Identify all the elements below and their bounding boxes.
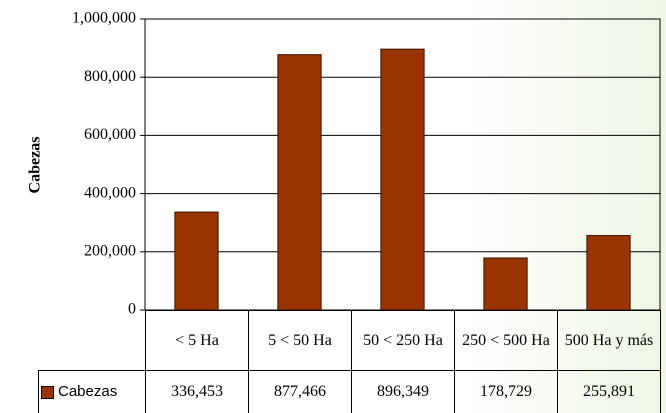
y-tick-label: 0 (128, 301, 136, 318)
category-cell: 5 < 50 Ha (248, 310, 352, 371)
value-cell: 896,349 (351, 370, 455, 413)
category-cell: 250 < 500 Ha (454, 310, 558, 371)
bar (174, 211, 219, 311)
y-tick-label: 800,000 (84, 68, 136, 85)
value-cell: 336,453 (145, 370, 249, 413)
bar (277, 54, 322, 311)
legend-key (41, 385, 54, 399)
value-cell: 178,729 (454, 370, 558, 413)
y-tick-label: 200,000 (84, 242, 136, 259)
y-tick-label: 1,000,000 (72, 10, 136, 27)
value-cell: 877,466 (248, 370, 352, 413)
y-axis-label: Cabezas (27, 137, 44, 194)
y-tick-label: 400,000 (84, 184, 136, 201)
y-tick-label: 600,000 (84, 126, 136, 143)
value-cell: 255,891 (557, 370, 661, 413)
category-cell: 500 Ha y más (557, 310, 661, 371)
bar (380, 48, 425, 311)
category-cell: < 5 Ha (145, 310, 249, 371)
bar (483, 257, 528, 311)
bar (586, 235, 631, 311)
category-cell: 50 < 250 Ha (351, 310, 455, 371)
legend-label: Cabezas (58, 383, 118, 400)
legend-cell: Cabezas (38, 370, 146, 413)
